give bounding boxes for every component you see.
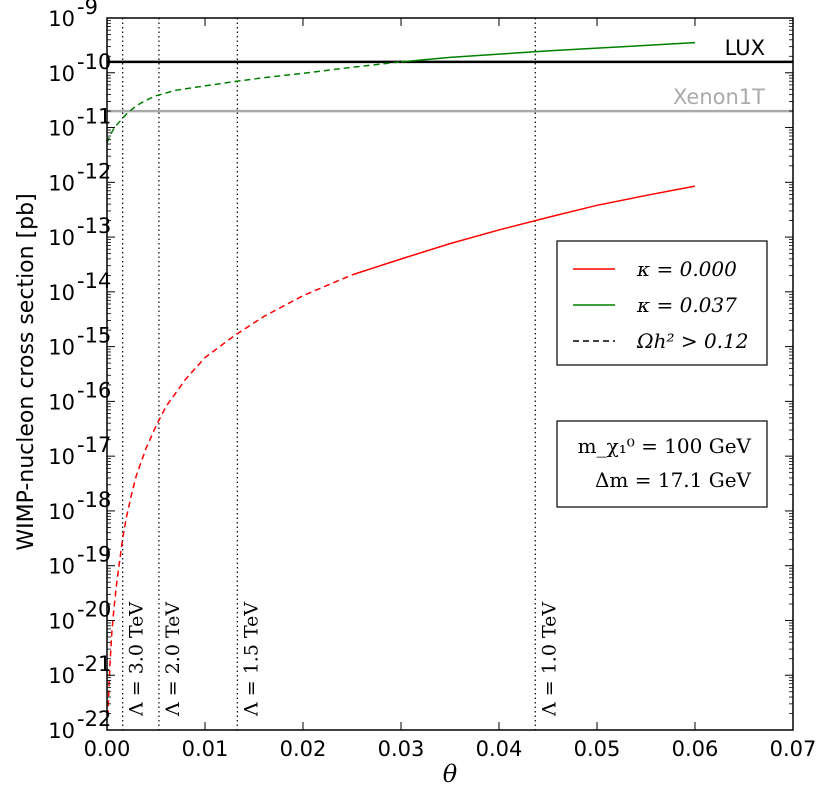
y-tick-exp-1: -21 <box>77 652 111 676</box>
x-tick-label-2: 0.02 <box>280 737 327 761</box>
legend-label-0: κ = 0.000 <box>636 257 737 281</box>
y-tick-label-9: 10 <box>48 226 75 250</box>
limit-label-0: LUX <box>725 36 765 60</box>
y-tick-label-10: 10 <box>48 171 75 195</box>
x-axis-label: θ <box>443 760 458 788</box>
y-tick-label-8: 10 <box>48 281 75 305</box>
y-tick-exp-3: -19 <box>77 543 111 567</box>
legend-label-2: Ωh² > 0.12 <box>636 329 748 353</box>
x-tick-label-4: 0.04 <box>476 737 523 761</box>
y-tick-exp-8: -14 <box>77 269 111 293</box>
legend-label-1: κ = 0.037 <box>636 293 737 317</box>
y-tick-label-2: 10 <box>48 609 75 633</box>
lambda-label-3: Λ = 1.0 TeV <box>538 602 560 717</box>
plot-frame <box>106 17 794 731</box>
lambda-label-0: Λ = 3.0 TeV <box>126 602 148 717</box>
y-tick-exp-6: -16 <box>77 378 111 402</box>
y-tick-exp-13: -9 <box>77 0 98 19</box>
y-tick-label-1: 10 <box>48 664 75 688</box>
y-tick-exp-9: -13 <box>77 214 111 238</box>
y-tick-exp-10: -12 <box>77 159 111 183</box>
y-tick-exp-4: -18 <box>77 488 111 512</box>
limit-label-1: Xenon1T <box>673 85 765 109</box>
y-tick-exp-12: -10 <box>77 50 111 74</box>
y-axis-label: WIMP-nucleon cross section [pb] <box>14 193 39 550</box>
y-tick-label-3: 10 <box>48 555 75 579</box>
y-tick-label-11: 10 <box>48 117 75 141</box>
y-tick-label-5: 10 <box>48 445 75 469</box>
y-tick-label-7: 10 <box>48 336 75 360</box>
y-tick-label-0: 10 <box>48 719 75 743</box>
series-1-solid <box>400 41 696 63</box>
x-tick-label-5: 0.05 <box>574 737 621 761</box>
y-tick-exp-2: -20 <box>77 597 111 621</box>
y-tick-exp-11: -11 <box>77 105 111 129</box>
series-1-dashed <box>107 61 402 144</box>
y-tick-label-12: 10 <box>48 62 75 86</box>
y-tick-exp-5: -17 <box>77 433 111 457</box>
y-tick-label-6: 10 <box>48 390 75 414</box>
lambda-label-1: Λ = 2.0 TeV <box>162 602 184 717</box>
info-line-0: m_χ₁⁰ = 100 GeV <box>578 434 752 458</box>
series-0-dashed <box>107 274 353 717</box>
info-box <box>556 420 768 508</box>
x-tick-label-1: 0.01 <box>182 737 229 761</box>
y-tick-label-13: 10 <box>48 7 75 31</box>
x-tick-label-0: 0.00 <box>84 737 131 761</box>
y-tick-exp-7: -15 <box>77 324 111 348</box>
series-0-solid <box>351 185 696 276</box>
x-tick-label-6: 0.06 <box>672 737 719 761</box>
y-tick-label-4: 10 <box>48 500 75 524</box>
y-tick-exp-0: -22 <box>77 707 111 731</box>
x-tick-label-7: 0.07 <box>770 737 817 761</box>
legend-box <box>556 240 768 366</box>
lambda-label-2: Λ = 1.5 TeV <box>240 602 262 717</box>
x-tick-label-3: 0.03 <box>378 737 425 761</box>
info-line-1: Δm = 17.1 GeV <box>595 468 752 492</box>
